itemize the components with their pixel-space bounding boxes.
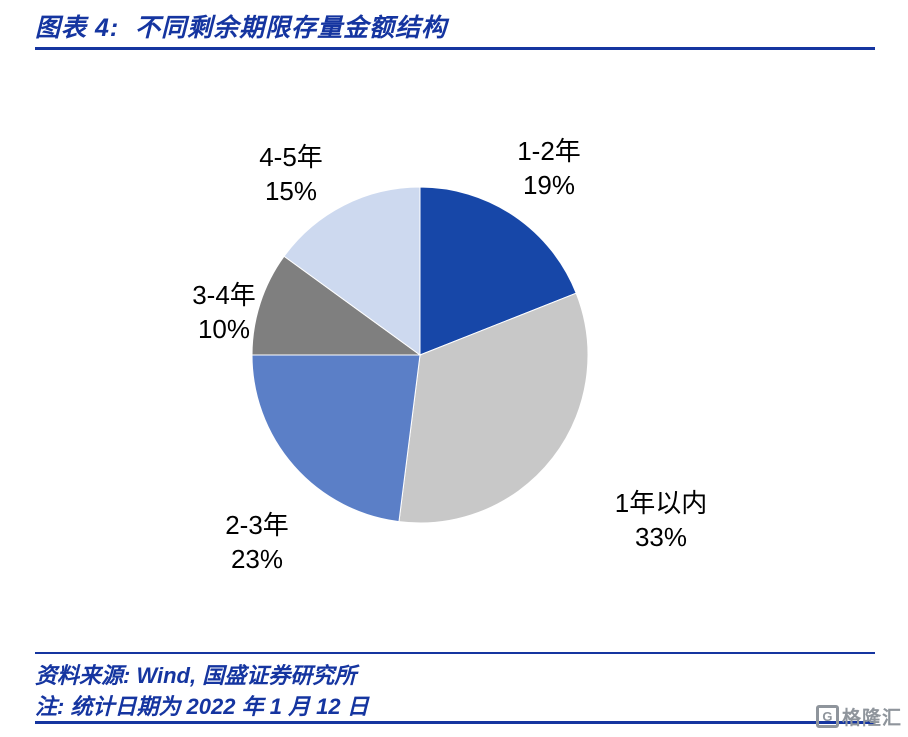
title-divider [35, 47, 875, 50]
pie-label-value: 15% [264, 176, 318, 207]
pie-slice-0 [419, 186, 577, 356]
pie-label-category: 3-4年 [192, 280, 256, 310]
gelonghui-watermark: G 格隆汇 [815, 703, 902, 730]
pie-label-category: 1-2年 [517, 136, 581, 166]
pie-slice-3 [251, 255, 422, 356]
pie-label-1-2y: 1-2年 19% [489, 134, 609, 203]
pie-label-value: 23% [230, 544, 284, 575]
pie-label-value: 10% [197, 314, 251, 345]
pie-slice-1 [398, 292, 589, 524]
pie-label-category: 4-5年 [259, 142, 323, 172]
chart-title: 图表 4: 不同剩余期限存量金额结构 [35, 14, 448, 42]
pie-slice-4 [283, 186, 421, 356]
pie-label-value: 19% [522, 170, 576, 201]
pie-label-4-5y: 4-5年 15% [231, 140, 351, 209]
gelonghui-logo-icon: G [815, 705, 839, 728]
footer-divider-top [35, 652, 875, 654]
pie-chart [251, 186, 589, 524]
pie-label-under-1y: 1年以内 33% [581, 486, 741, 555]
pie-label-value: 33% [634, 522, 688, 553]
gelonghui-watermark-text: 格隆汇 [841, 708, 902, 729]
pie-label-category: 2-3年 [225, 510, 289, 540]
date-note: 注: 统计日期为 2022 年 1 月 12 日 [35, 694, 369, 719]
footer-divider-bottom [35, 721, 875, 724]
pie-label-2-3y: 2-3年 23% [197, 508, 317, 577]
pie-label-3-4y: 3-4年 10% [164, 278, 284, 347]
pie-slice-2 [251, 354, 421, 523]
source-note: 资料来源: Wind, 国盛证券研究所 [35, 663, 357, 688]
pie-chart-area: 1-2年 19% 1年以内 33% 2-3年 23% 3-4年 10% 4-5年… [0, 90, 908, 650]
pie-label-category: 1年以内 [614, 488, 708, 518]
